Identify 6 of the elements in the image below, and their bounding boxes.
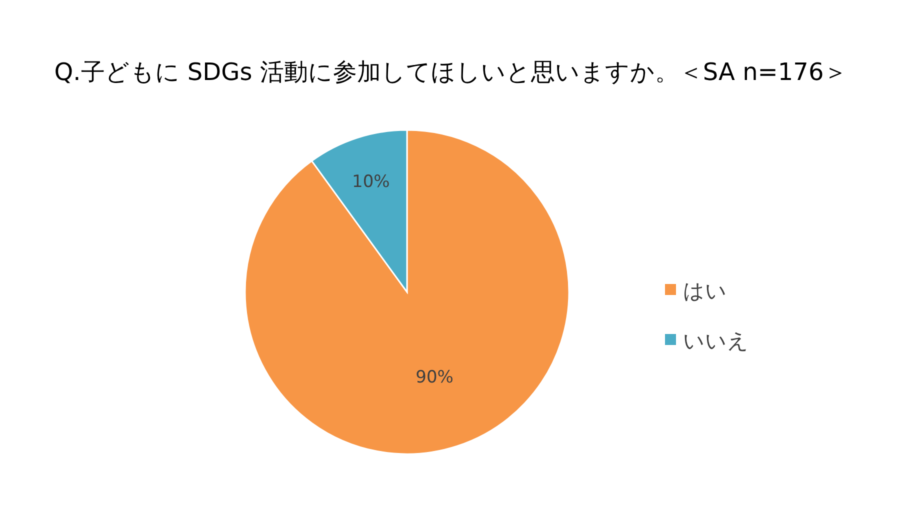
pie-slice [244, 129, 570, 454]
legend-label: いいえ [683, 329, 749, 353]
legend-label: はい [683, 279, 727, 303]
data-label: 90% [416, 368, 454, 388]
chart-title: Q.子どもに SDGs 活動に参加してほしいと思いますか。＜SA n=176＞ [54, 58, 848, 86]
data-label: 10% [352, 172, 390, 192]
